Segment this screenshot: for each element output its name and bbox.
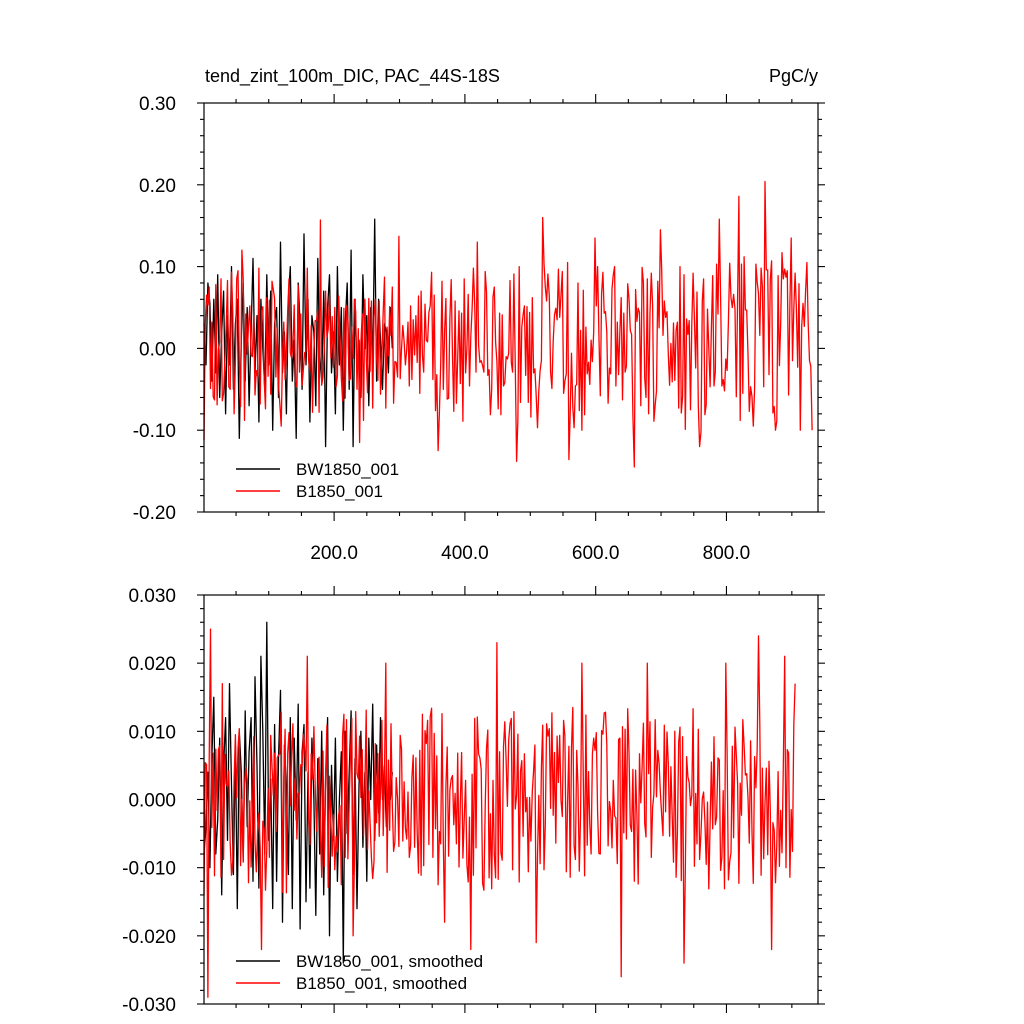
bottom-legend: BW1850_001, smoothed B1850_001, smoothed	[236, 952, 483, 993]
top-chart-units: PgC/y	[769, 66, 818, 86]
bottom-y-tick-label: 0.030	[128, 586, 176, 607]
top-legend-label: B1850_001	[296, 482, 383, 501]
bottom-series-line-bw1850	[203, 621, 393, 964]
bottom-tick-marks	[197, 586, 825, 1013]
top-x-tick-label: 800.0	[703, 543, 751, 564]
top-y-tick-label: -0.20	[133, 503, 176, 524]
top-y-tick-label: 0.20	[139, 176, 176, 197]
top-y-tick-label: 0.30	[139, 94, 176, 115]
top-series-line-b1850	[203, 180, 813, 468]
bottom-y-tick-label: -0.030	[122, 995, 176, 1016]
bottom-y-tick-label: 0.010	[128, 722, 176, 743]
bottom-legend-label: BW1850_001, smoothed	[296, 952, 483, 971]
top-x-tick-label: 600.0	[572, 543, 620, 564]
bottom-y-tick-label: 0.000	[128, 791, 176, 812]
top-tick-marks	[197, 94, 825, 521]
top-legend-label: BW1850_001	[296, 460, 399, 479]
top-y-tick-label: -0.10	[133, 421, 176, 442]
bottom-series-line-b1850	[203, 628, 796, 998]
top-y-tick-label: 0.00	[139, 339, 176, 360]
top-y-tick-label: 0.10	[139, 258, 176, 279]
top-panel: -0.20 -0.10 0.00 0.10 0.20 0.30 200.0 400.0 600.…	[133, 66, 825, 564]
top-chart-title: tend_zint_100m_DIC, PAC_44S-18S	[205, 66, 500, 87]
top-x-tick-label: 200.0	[310, 543, 358, 564]
top-legend: BW1850_001 B1850_001	[236, 460, 399, 501]
bottom-panel: -0.030 -0.020 -0.010 0.000 0.010 0.020 0.030 B…	[122, 586, 825, 1016]
bottom-legend-label: B1850_001, smoothed	[296, 974, 467, 993]
bottom-series-layer	[203, 621, 796, 998]
top-x-tick-label: 400.0	[441, 543, 489, 564]
bottom-y-tick-label: -0.020	[122, 927, 176, 948]
bottom-tick-labels: -0.030 -0.020 -0.010 0.000 0.010 0.020 0.030	[122, 586, 176, 1016]
top-series-layer	[203, 180, 813, 468]
bottom-y-tick-label: -0.010	[122, 859, 176, 880]
bottom-y-tick-label: 0.020	[128, 654, 176, 675]
top-tick-labels: -0.20 -0.10 0.00 0.10 0.20 0.30 200.0 400.0 600.…	[133, 94, 751, 564]
top-plot-frame	[203, 102, 819, 513]
